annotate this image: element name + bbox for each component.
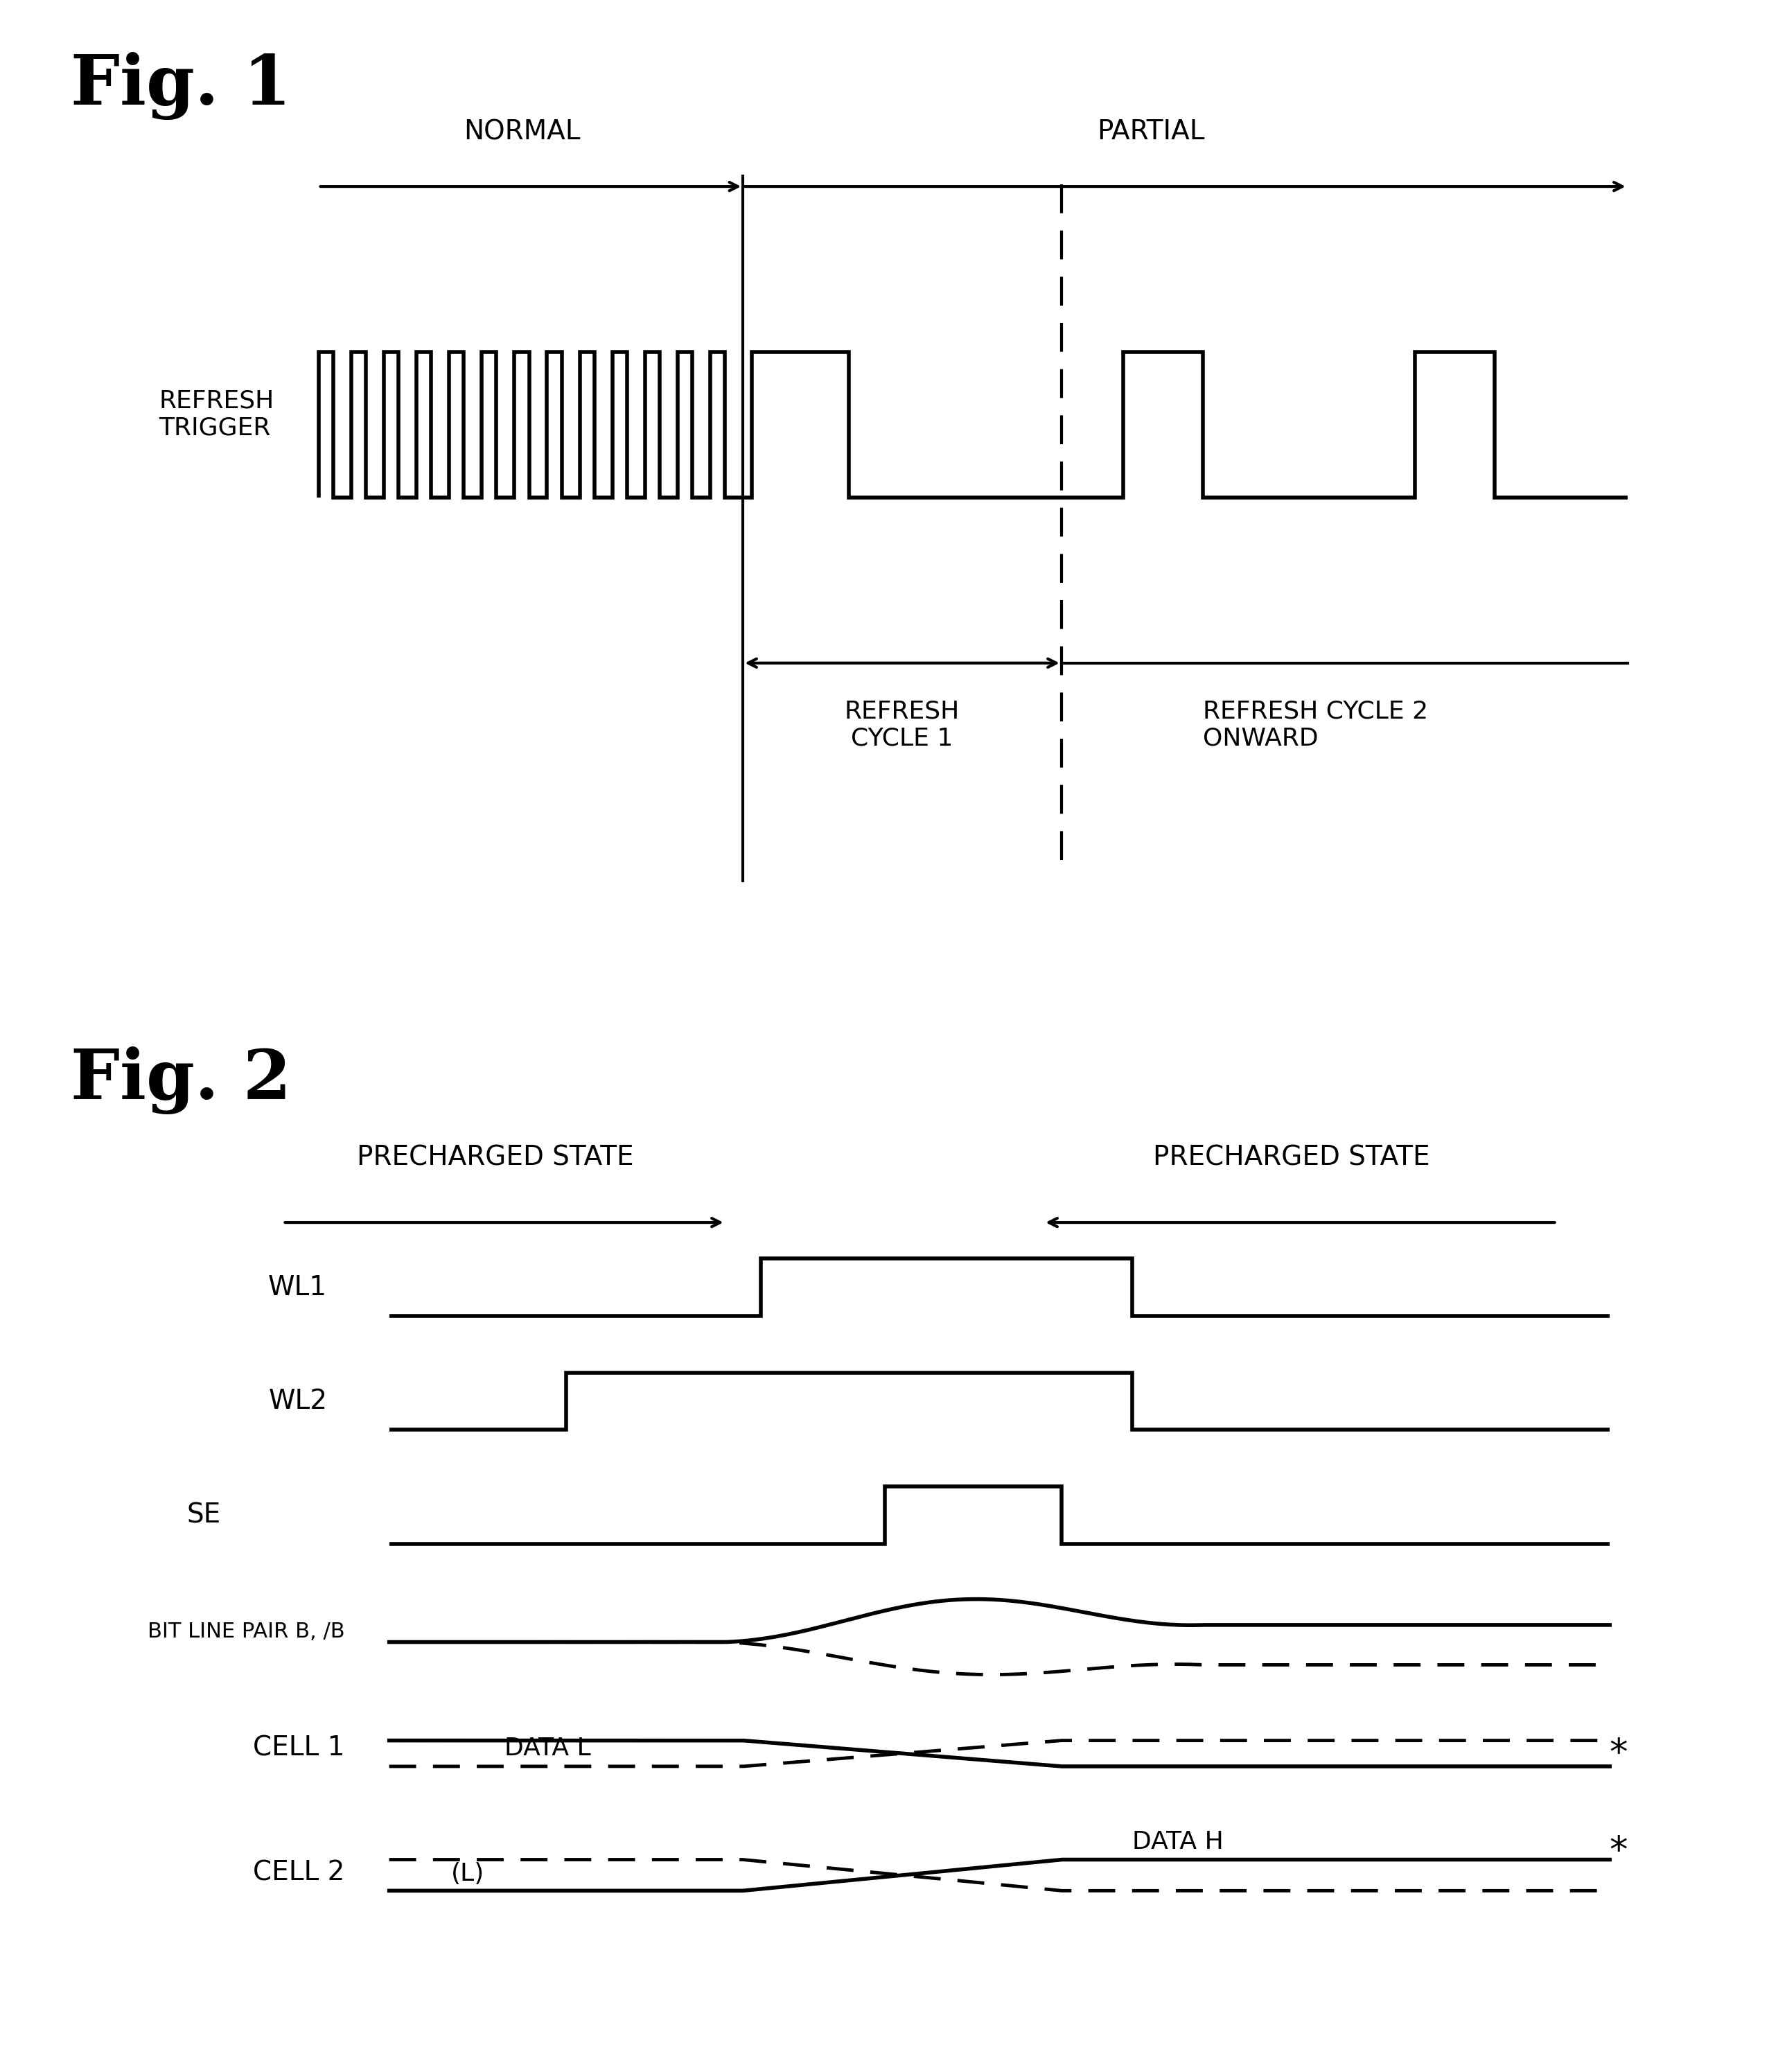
Text: BIT LINE PAIR B, /B: BIT LINE PAIR B, /B — [149, 1622, 345, 1641]
Text: DATA H: DATA H — [1132, 1830, 1224, 1852]
Text: NORMAL: NORMAL — [463, 118, 580, 145]
Text: PARTIAL: PARTIAL — [1097, 118, 1205, 145]
Text: PRECHARGED STATE: PRECHARGED STATE — [357, 1144, 633, 1171]
Text: CELL 1: CELL 1 — [253, 1734, 345, 1761]
Text: *: * — [1610, 1834, 1627, 1869]
Text: WL2: WL2 — [269, 1388, 327, 1415]
Text: CELL 2: CELL 2 — [253, 1861, 345, 1886]
Text: REFRESH CYCLE 2
ONWARD: REFRESH CYCLE 2 ONWARD — [1203, 700, 1428, 750]
Text: WL1: WL1 — [269, 1274, 327, 1301]
Text: REFRESH
CYCLE 1: REFRESH CYCLE 1 — [844, 700, 961, 750]
Text: *: * — [1610, 1736, 1627, 1772]
Text: DATA L: DATA L — [504, 1736, 591, 1761]
Text: Fig. 2: Fig. 2 — [71, 1046, 292, 1115]
Text: Fig. 1: Fig. 1 — [71, 52, 292, 120]
Text: SE: SE — [188, 1502, 221, 1529]
Text: (L): (L) — [451, 1863, 485, 1886]
Text: REFRESH
TRIGGER: REFRESH TRIGGER — [159, 390, 274, 439]
Text: PRECHARGED STATE: PRECHARGED STATE — [1153, 1144, 1429, 1171]
